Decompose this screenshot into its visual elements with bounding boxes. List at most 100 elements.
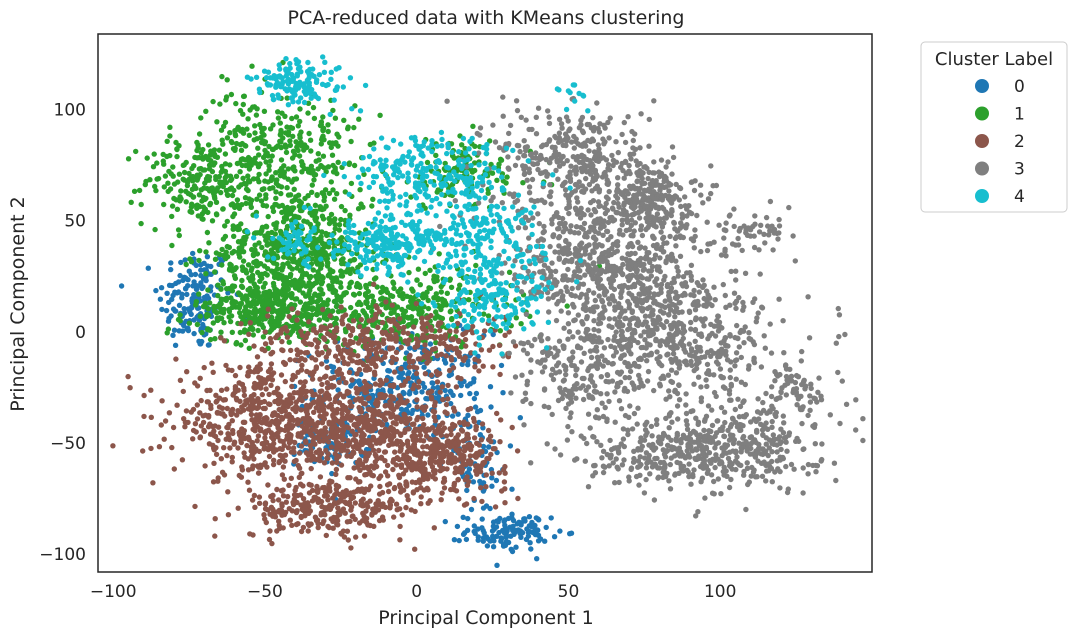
point-cluster-3 xyxy=(547,182,553,188)
point-cluster-2 xyxy=(287,357,293,363)
point-cluster-1 xyxy=(206,240,212,246)
point-cluster-1 xyxy=(255,145,261,151)
point-cluster-0 xyxy=(183,275,189,281)
point-cluster-2 xyxy=(211,447,217,453)
point-cluster-1 xyxy=(227,173,234,179)
point-cluster-1 xyxy=(289,266,295,272)
point-cluster-1 xyxy=(178,188,184,194)
point-cluster-0 xyxy=(330,364,337,370)
point-cluster-0 xyxy=(513,544,519,550)
point-cluster-2 xyxy=(440,396,446,403)
point-cluster-1 xyxy=(237,301,243,307)
point-cluster-1 xyxy=(246,275,252,281)
point-cluster-2 xyxy=(387,345,393,351)
point-cluster-2 xyxy=(455,432,461,438)
point-cluster-1 xyxy=(283,149,290,156)
point-cluster-2 xyxy=(309,487,316,494)
point-cluster-2 xyxy=(432,399,438,406)
point-cluster-1 xyxy=(205,173,211,180)
point-cluster-2 xyxy=(211,460,217,466)
point-cluster-1 xyxy=(265,266,271,272)
point-cluster-2 xyxy=(287,398,293,404)
point-cluster-2 xyxy=(257,361,263,367)
point-cluster-1 xyxy=(254,176,261,182)
point-cluster-1 xyxy=(170,173,176,179)
point-cluster-1 xyxy=(305,110,311,116)
point-cluster-0 xyxy=(323,358,330,364)
point-cluster-1 xyxy=(171,195,177,202)
point-cluster-2 xyxy=(222,397,228,403)
point-cluster-2 xyxy=(366,318,372,324)
point-cluster-2 xyxy=(347,518,353,525)
point-cluster-2 xyxy=(278,372,285,378)
point-cluster-2 xyxy=(402,338,408,344)
point-cluster-1 xyxy=(252,230,259,236)
point-cluster-1 xyxy=(193,302,199,308)
point-cluster-2 xyxy=(393,335,400,341)
point-cluster-1 xyxy=(251,137,257,143)
point-cluster-0 xyxy=(421,384,428,390)
point-cluster-1 xyxy=(331,298,338,305)
point-cluster-1 xyxy=(315,151,321,157)
point-cluster-2 xyxy=(333,428,339,435)
point-cluster-0 xyxy=(171,327,178,333)
point-cluster-0 xyxy=(451,537,458,543)
point-cluster-0 xyxy=(145,265,151,271)
point-cluster-1 xyxy=(338,268,344,274)
point-cluster-2 xyxy=(288,347,294,354)
point-cluster-2 xyxy=(224,386,230,392)
point-cluster-1 xyxy=(249,265,255,271)
point-cluster-2 xyxy=(326,421,332,427)
point-cluster-1 xyxy=(237,254,243,260)
point-cluster-1 xyxy=(218,286,224,292)
point-cluster-2 xyxy=(391,369,398,375)
point-cluster-1 xyxy=(231,233,237,239)
point-cluster-3 xyxy=(590,138,597,144)
point-cluster-1 xyxy=(181,169,188,176)
point-cluster-1 xyxy=(325,273,331,279)
point-cluster-1 xyxy=(248,204,254,210)
point-cluster-1 xyxy=(308,148,314,154)
point-cluster-1 xyxy=(427,267,433,273)
point-cluster-1 xyxy=(275,109,281,115)
point-cluster-1 xyxy=(329,140,336,146)
point-cluster-1 xyxy=(197,248,203,254)
point-cluster-3 xyxy=(506,130,512,137)
point-cluster-2 xyxy=(451,482,457,489)
point-cluster-2 xyxy=(292,439,298,446)
point-cluster-0 xyxy=(190,250,196,257)
point-cluster-2 xyxy=(338,304,344,310)
point-cluster-0 xyxy=(192,271,199,278)
point-cluster-2 xyxy=(289,522,295,528)
point-cluster-1 xyxy=(341,117,347,124)
point-cluster-2 xyxy=(267,528,273,534)
point-cluster-2 xyxy=(383,410,389,416)
point-cluster-0 xyxy=(467,390,473,397)
point-cluster-2 xyxy=(341,347,347,353)
point-cluster-2 xyxy=(301,429,307,435)
point-cluster-1 xyxy=(346,160,353,166)
point-cluster-2 xyxy=(389,327,395,334)
point-cluster-2 xyxy=(245,467,252,473)
point-cluster-2 xyxy=(443,353,449,359)
point-cluster-2 xyxy=(278,488,285,494)
point-cluster-1 xyxy=(243,294,249,300)
point-cluster-2 xyxy=(334,455,340,462)
point-cluster-1 xyxy=(233,173,240,179)
point-cluster-1 xyxy=(489,170,496,176)
point-cluster-1 xyxy=(498,157,505,163)
point-cluster-1 xyxy=(291,186,297,192)
point-cluster-0 xyxy=(543,524,549,531)
point-cluster-2 xyxy=(332,492,338,498)
point-cluster-1 xyxy=(205,142,212,148)
point-cluster-0 xyxy=(523,536,530,543)
point-cluster-2 xyxy=(354,390,360,396)
point-cluster-2 xyxy=(417,437,424,443)
point-cluster-2 xyxy=(465,435,471,441)
point-cluster-2 xyxy=(338,371,345,377)
point-cluster-2 xyxy=(261,417,267,423)
point-cluster-2 xyxy=(350,318,357,324)
point-cluster-1 xyxy=(348,304,354,311)
point-cluster-1 xyxy=(219,246,225,253)
point-cluster-1 xyxy=(239,277,245,284)
